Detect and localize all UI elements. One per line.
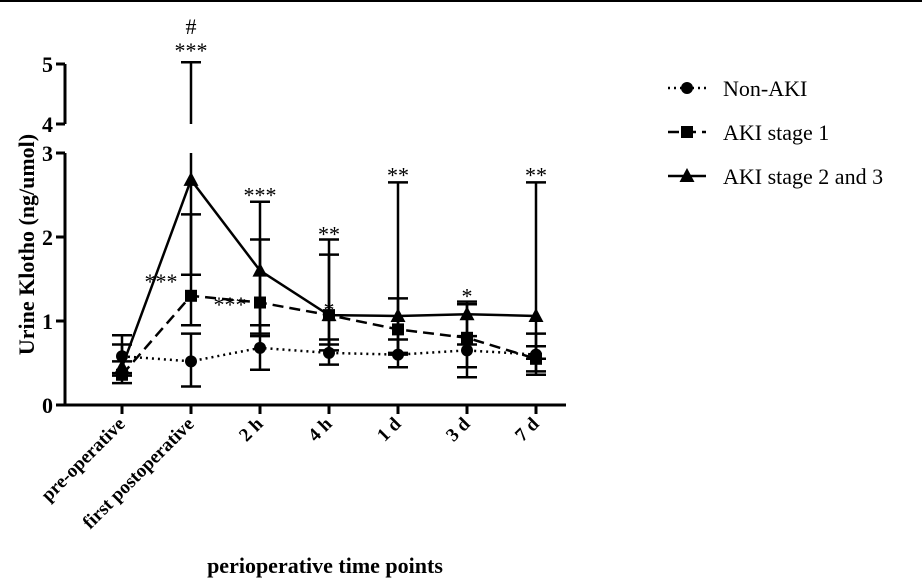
y-tick-label: 0 bbox=[42, 393, 53, 418]
data-point-series-2 bbox=[459, 306, 475, 321]
legend-marker-2 bbox=[679, 168, 695, 182]
x-tick-label: 1 d bbox=[373, 413, 406, 446]
x-tick-label: 2 h bbox=[235, 413, 268, 446]
significance-label: *** bbox=[244, 183, 277, 208]
data-point-series-1 bbox=[185, 289, 197, 302]
significance-label: ** bbox=[387, 163, 409, 188]
significance-label: * bbox=[324, 297, 335, 322]
y-tick-label: 1 bbox=[42, 309, 53, 334]
y-tick-label: 4 bbox=[42, 112, 53, 137]
data-point-series-1 bbox=[254, 296, 266, 309]
y-axis-title: Urine Klotho (ng/umol) bbox=[14, 134, 39, 355]
data-point-series-2 bbox=[114, 359, 130, 374]
data-point-series-2 bbox=[321, 307, 337, 322]
data-point-series-0 bbox=[185, 355, 197, 368]
y-tick-label: 5 bbox=[42, 52, 53, 77]
significance-label: ** bbox=[525, 163, 547, 188]
significance-label: *** bbox=[145, 269, 178, 294]
legend-marker-1 bbox=[681, 126, 693, 138]
data-point-series-1 bbox=[530, 352, 542, 365]
y-tick-label: 3 bbox=[42, 141, 53, 166]
y-tick-label: 2 bbox=[42, 225, 53, 250]
data-point-series-2 bbox=[528, 307, 544, 322]
data-point-series-0 bbox=[461, 344, 473, 357]
legend-marker-0 bbox=[681, 82, 693, 94]
x-tick-label: 3 d bbox=[442, 413, 475, 446]
legend-label: AKI stage 1 bbox=[723, 120, 829, 145]
legend-label: Non-AKI bbox=[723, 76, 807, 101]
significance-label: *** bbox=[214, 292, 247, 317]
data-point-series-0 bbox=[392, 348, 404, 361]
data-point-series-1 bbox=[461, 331, 473, 344]
significance-label: *** bbox=[175, 38, 208, 63]
data-point-series-0 bbox=[254, 341, 266, 354]
top-border-line bbox=[0, 0, 922, 2]
significance-label: ** bbox=[318, 221, 340, 246]
data-point-series-2 bbox=[390, 307, 406, 322]
x-axis-title: perioperative time points bbox=[207, 553, 443, 578]
legend-label: AKI stage 2 and 3 bbox=[723, 164, 883, 189]
significance-label: * bbox=[462, 283, 473, 308]
x-tick-label: 4 h bbox=[304, 413, 337, 446]
data-point-series-1 bbox=[392, 323, 404, 336]
data-point-series-2 bbox=[183, 171, 199, 186]
data-point-series-0 bbox=[323, 346, 335, 359]
x-tick-label: 7 d bbox=[511, 413, 544, 446]
data-point-series-2 bbox=[252, 262, 268, 277]
significance-label: # bbox=[186, 14, 197, 39]
